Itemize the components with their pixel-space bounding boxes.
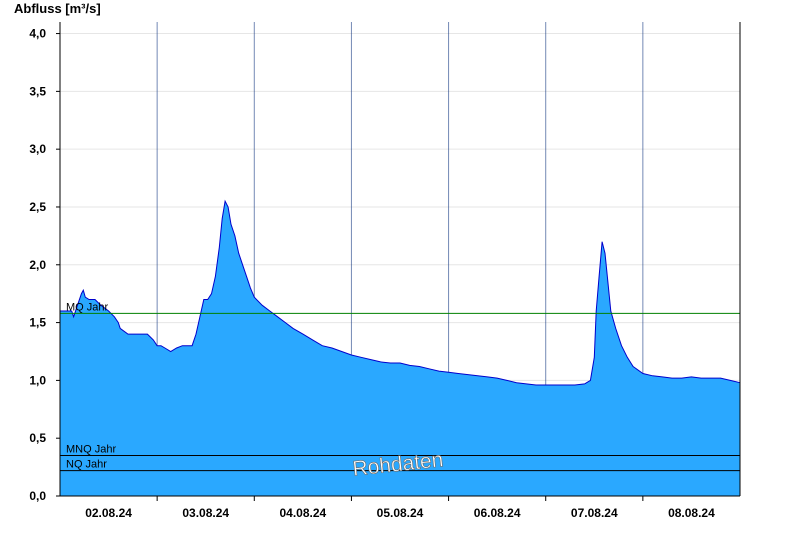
x-tick-label: 05.08.24 <box>377 506 424 520</box>
y-tick-label: 0,0 <box>29 489 46 503</box>
y-tick-label: 4,0 <box>29 27 46 41</box>
discharge-line <box>60 199 741 386</box>
x-tick-label: 02.08.24 <box>85 506 132 520</box>
y-tick-label: 2,5 <box>29 200 46 214</box>
y-axis-label: Abfluss [m³/s] <box>14 1 101 16</box>
y-tick-label: 1,0 <box>29 373 46 387</box>
x-tick-label: 04.08.24 <box>279 506 326 520</box>
reference-line-label: MNQ Jahr <box>66 444 116 456</box>
y-tick-label: 3,0 <box>29 142 46 156</box>
reference-line-label: NQ Jahr <box>66 459 107 471</box>
axes <box>56 22 741 501</box>
x-tick-label: 03.08.24 <box>182 506 229 520</box>
x-tick-label: 08.08.24 <box>668 506 715 520</box>
x-tick-label: 06.08.24 <box>474 506 521 520</box>
x-tick-label: 07.08.24 <box>571 506 618 520</box>
reference-line-label: MQ Jahr <box>66 301 109 313</box>
tick-labels: 0,0 0,5 1,0 1,5 2,0 2,5 3,0 3,5 4,0 02.08.24 03.08… <box>29 27 715 520</box>
data-area-layer <box>60 199 741 496</box>
y-tick-label: 3,5 <box>29 84 46 98</box>
y-tick-label: 2,0 <box>29 258 46 272</box>
y-tick-label: 0,5 <box>29 431 46 445</box>
discharge-area <box>60 201 740 496</box>
reference-lines: MQ Jahr MNQ Jahr NQ Jahr <box>60 301 740 472</box>
y-tick-label: 1,5 <box>29 316 46 330</box>
